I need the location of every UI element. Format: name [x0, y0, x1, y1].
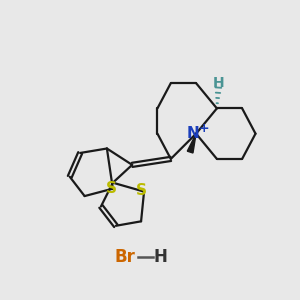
Text: Br: Br	[114, 248, 135, 266]
Text: H: H	[154, 248, 167, 266]
Text: N: N	[187, 126, 200, 141]
Text: S: S	[106, 181, 117, 196]
Text: H: H	[212, 76, 224, 90]
Text: +: +	[199, 122, 210, 135]
Text: S: S	[136, 183, 147, 198]
Polygon shape	[187, 134, 196, 153]
